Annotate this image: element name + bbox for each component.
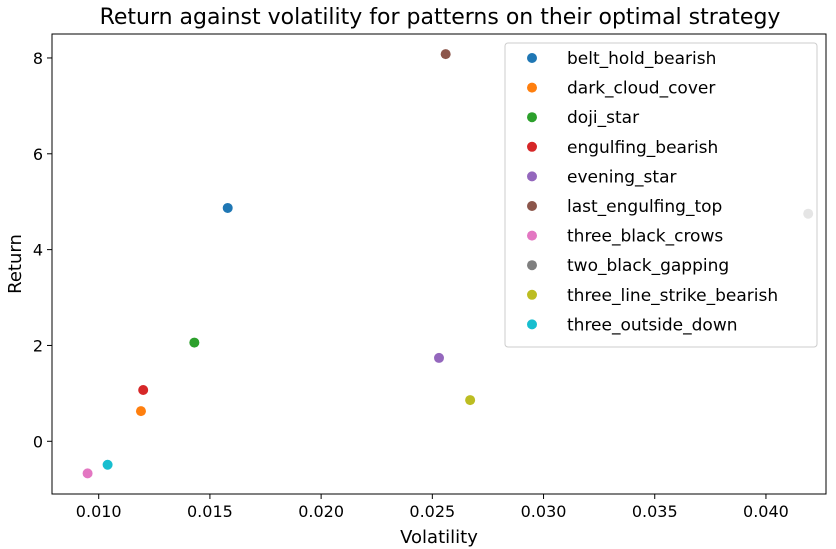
- legend-marker: [527, 260, 537, 271]
- legend-marker: [527, 230, 537, 241]
- y-tick-label: 2: [33, 336, 43, 355]
- point-three-outside-down: [102, 459, 113, 470]
- x-tick-label: 0.035: [632, 502, 678, 521]
- legend-label: two_black_gapping: [567, 256, 729, 276]
- x-tick-label: 0.020: [298, 502, 344, 521]
- legend-label: doji_star: [567, 108, 639, 128]
- legend-marker: [527, 171, 537, 182]
- point-doji-star: [189, 337, 200, 348]
- chart-title: Return against volatility for patterns o…: [100, 5, 781, 30]
- legend-marker: [527, 319, 537, 330]
- legend-label: engulfing_bearish: [567, 138, 718, 158]
- legend: belt_hold_bearish dark_cloud_cover doji_st…: [504, 42, 818, 348]
- point-last-engulfing-top: [440, 49, 451, 60]
- x-tick-label: 0.030: [521, 502, 567, 521]
- legend-label: three_outside_down: [567, 315, 738, 335]
- legend-label: evening_star: [567, 167, 676, 187]
- point-engulfing-bearish: [138, 385, 149, 396]
- x-tick-label: 0.025: [409, 502, 455, 521]
- x-tick-label: 0.015: [187, 502, 233, 521]
- legend-marker: [527, 53, 537, 63]
- legend-marker: [527, 201, 537, 211]
- legend-label: dark_cloud_cover: [567, 79, 715, 99]
- legend-label: belt_hold_bearish: [567, 49, 716, 69]
- legend-marker: [527, 141, 537, 152]
- legend-marker: [527, 82, 537, 93]
- x-tick-label: 0.010: [76, 502, 122, 521]
- legend-label: last_engulfing_top: [567, 197, 722, 217]
- x-axis-ticks: 0.010 0.015 0.020 0.025 0.030 0.035 0.040: [76, 494, 789, 521]
- point-three-line-strike-bearish: [465, 395, 476, 406]
- point-three-black-crows: [82, 468, 93, 479]
- y-axis-label: Return: [5, 234, 26, 294]
- y-tick-label: 6: [33, 145, 43, 164]
- x-tick-label: 0.040: [743, 502, 789, 521]
- plot-frame: [51, 33, 827, 495]
- y-axis-ticks: 0 2 4 6 8: [33, 49, 52, 451]
- point-dark-cloud-cover: [135, 406, 146, 417]
- point-belt-hold-bearish: [222, 202, 233, 213]
- legend-marker: [527, 112, 537, 123]
- point-evening-star: [434, 352, 444, 363]
- legend-label: three_line_strike_bearish: [567, 286, 778, 306]
- y-tick-label: 0: [33, 432, 43, 451]
- y-tick-label: 4: [33, 241, 43, 260]
- x-axis-label: Volatility: [400, 527, 478, 548]
- legend-label: three_black_crows: [567, 227, 723, 247]
- legend-marker: [527, 289, 537, 300]
- legend-box: [504, 42, 818, 348]
- y-tick-label: 8: [33, 49, 43, 68]
